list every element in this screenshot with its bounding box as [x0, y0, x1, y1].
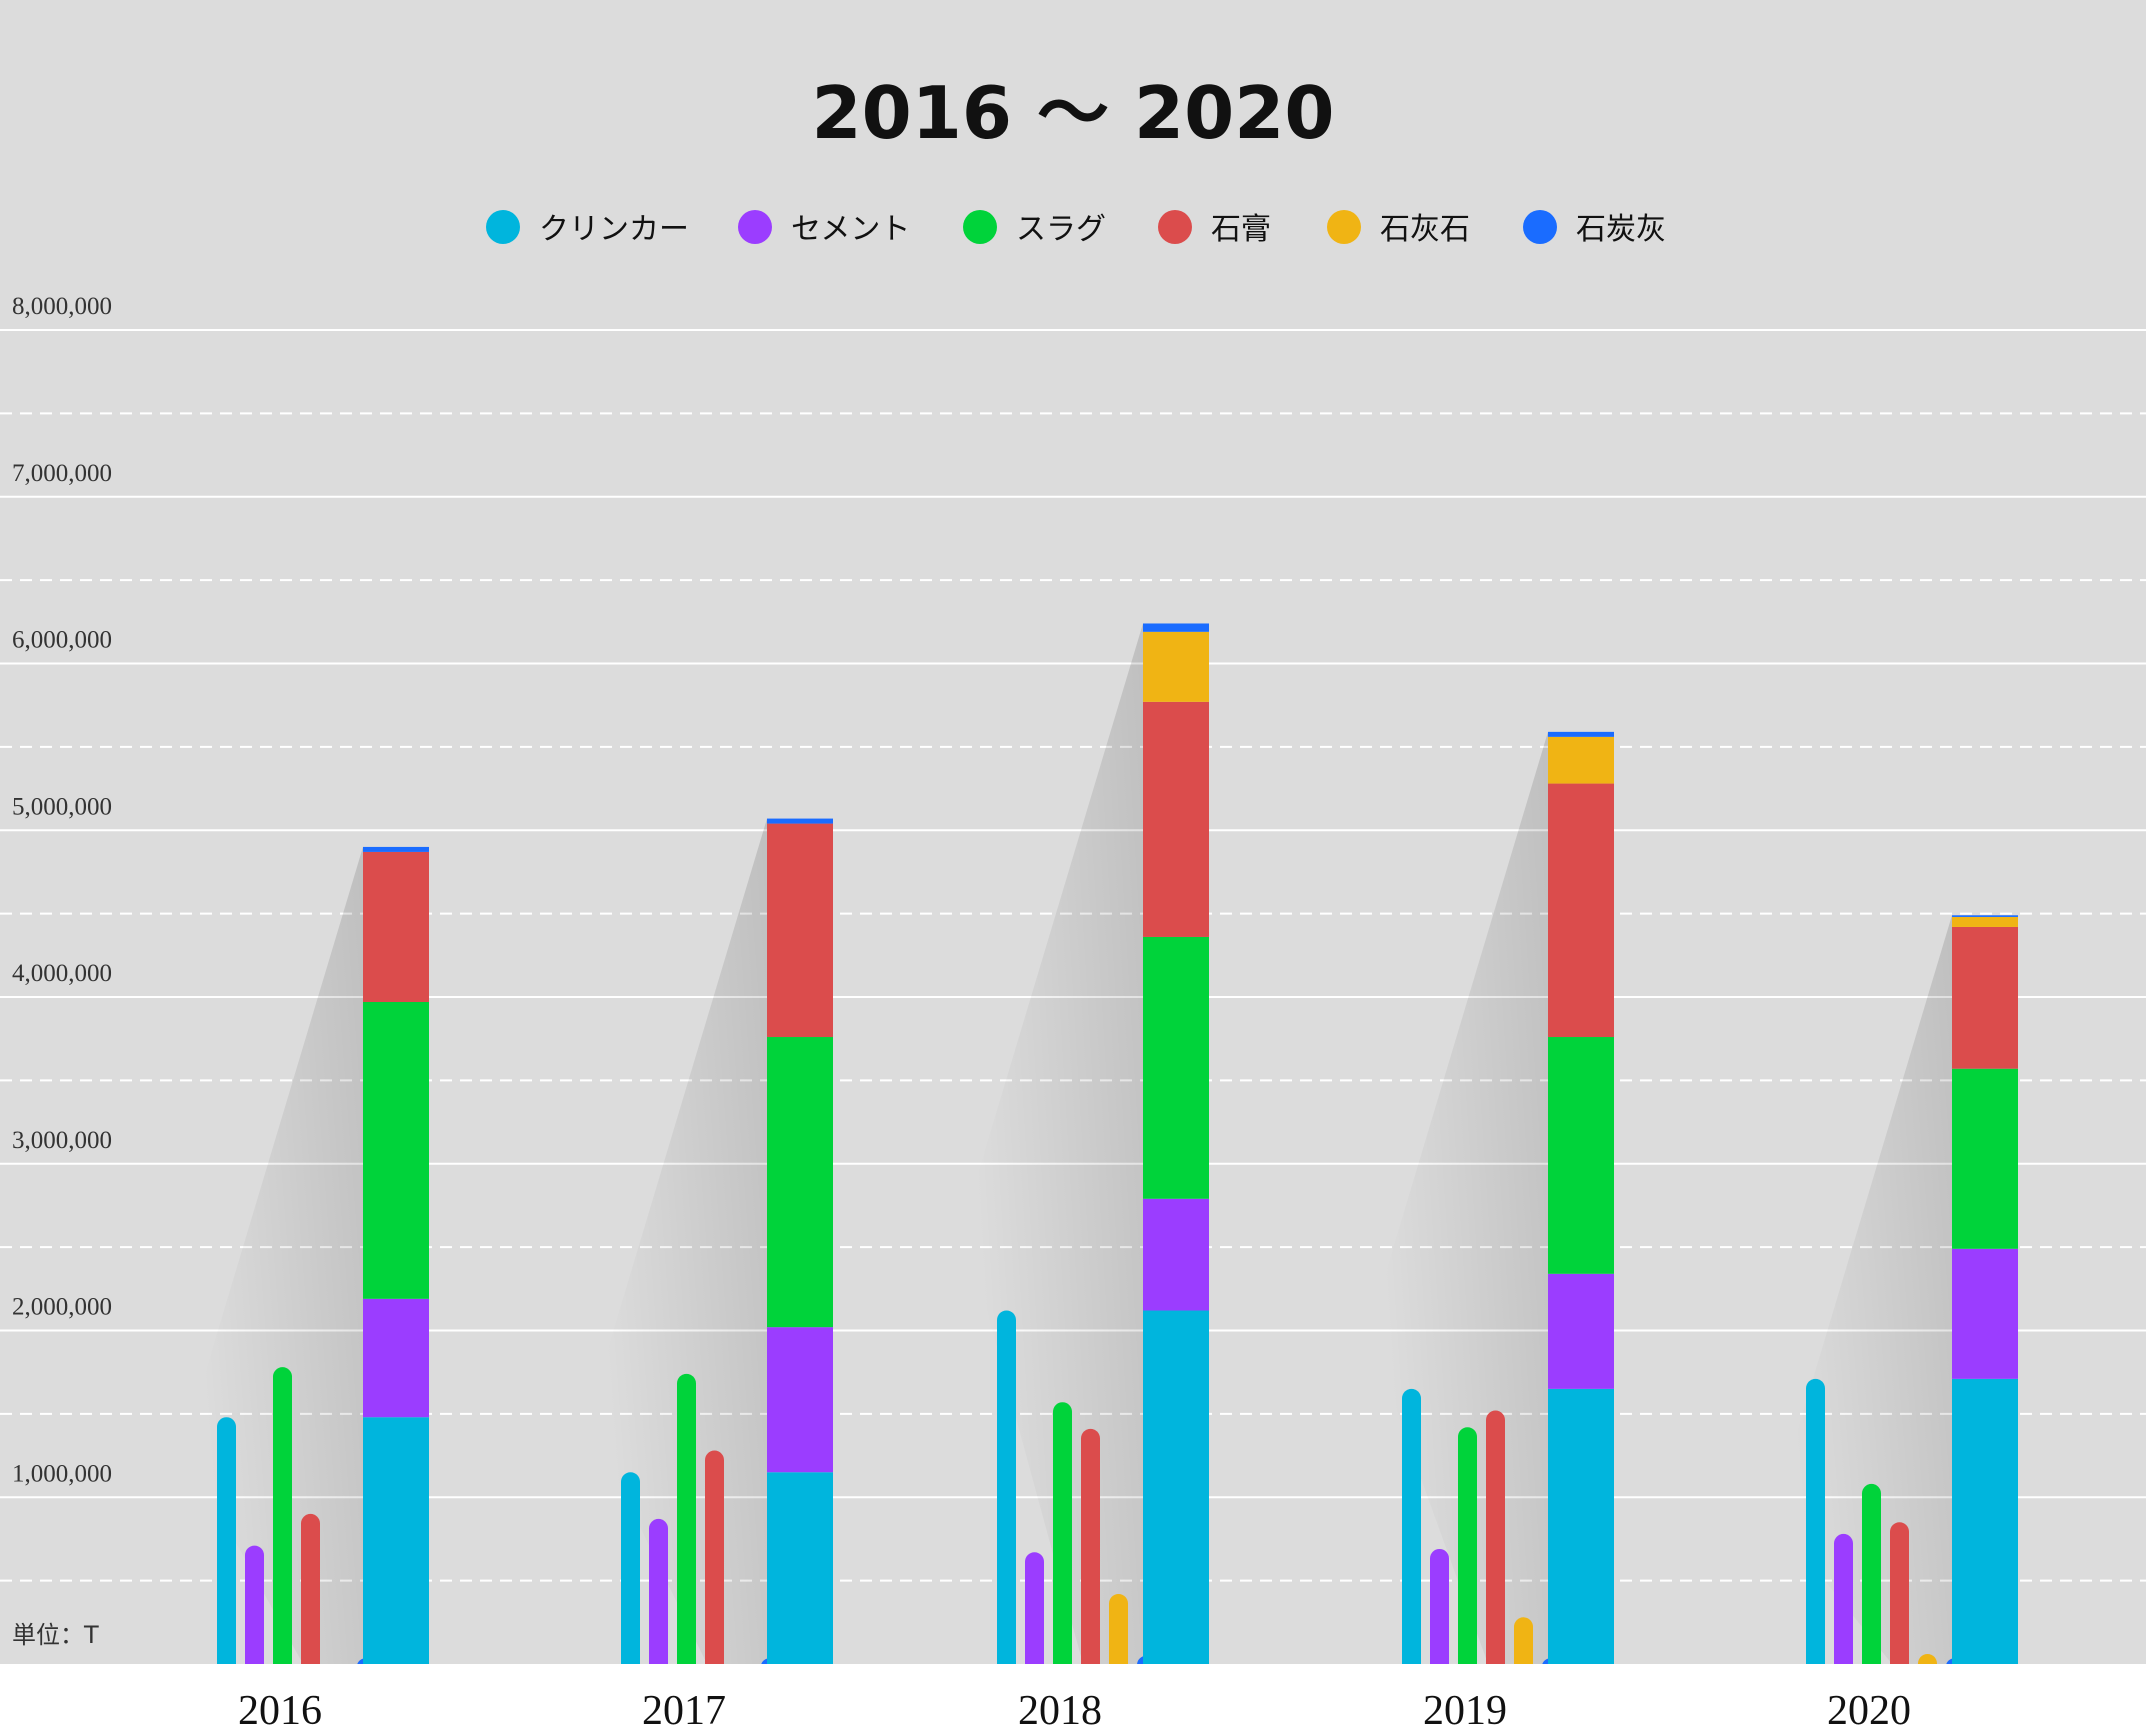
bars	[217, 623, 2018, 1674]
legend-label-クリンカー: クリンカー	[539, 212, 689, 247]
stack-segment-2018-石炭灰	[1143, 623, 1209, 632]
y-tick-label: 5,000,000	[12, 793, 112, 820]
bar-2019-セメント	[1430, 1548, 1449, 1674]
legend-marker-石膏	[1158, 210, 1192, 244]
x-tick-label: 2020	[1827, 1688, 1911, 1734]
bar-2016-石膏	[301, 1513, 320, 1674]
bar-2019-クリンカー	[1402, 1388, 1421, 1674]
bar-2020-石膏	[1890, 1522, 1909, 1674]
y-tick-label: 3,000,000	[12, 1127, 112, 1154]
shadow-2017	[587, 818, 767, 1664]
stack-segment-2016-石炭灰	[363, 846, 429, 852]
y-tick-label: 7,000,000	[12, 460, 112, 487]
stack-segment-2016-石膏	[363, 851, 429, 1003]
bar-2018-石膏	[1081, 1428, 1100, 1674]
bar-2017-スラグ	[677, 1373, 696, 1674]
legend-marker-石炭灰	[1523, 210, 1557, 244]
stack-segment-2016-セメント	[363, 1298, 429, 1418]
stack-segment-2019-セメント	[1548, 1273, 1614, 1389]
stack-segment-2017-石炭灰	[767, 818, 833, 824]
bar-2019-石灰石	[1514, 1617, 1533, 1674]
x-tick-label: 2018	[1018, 1688, 1102, 1734]
bar-2020-スラグ	[1862, 1483, 1881, 1674]
stack-segment-2020-クリンカー	[1952, 1378, 2018, 1664]
bar-2020-クリンカー	[1806, 1378, 1825, 1674]
y-tick-label: 2,000,000	[12, 1294, 112, 1321]
stack-segment-2019-石膏	[1548, 783, 1614, 1038]
stack-segment-2019-石灰石	[1548, 736, 1614, 784]
chart-title: 2016 〜 2020	[812, 71, 1335, 155]
stack-segment-2017-石膏	[767, 823, 833, 1038]
stack-segment-2018-クリンカー	[1143, 1310, 1209, 1664]
stack-segment-2018-セメント	[1143, 1198, 1209, 1311]
stack-segment-2019-クリンカー	[1548, 1388, 1614, 1664]
y-tick-label: 4,000,000	[12, 960, 112, 987]
bar-2017-石膏	[705, 1450, 724, 1674]
stack-segment-2020-石灰石	[1952, 916, 2018, 927]
x-tick-label: 2019	[1423, 1688, 1507, 1734]
stack-segment-2017-クリンカー	[767, 1472, 833, 1664]
stack-segment-2019-スラグ	[1548, 1037, 1614, 1274]
bar-2018-石灰石	[1109, 1593, 1128, 1674]
bar-2019-スラグ	[1458, 1427, 1477, 1674]
shadow-2018	[963, 623, 1143, 1664]
legend-label-セメント: セメント	[791, 212, 910, 247]
bar-2016-セメント	[245, 1545, 264, 1674]
stack-segment-2018-石灰石	[1143, 631, 1209, 702]
legend-label-石膏: 石膏	[1211, 212, 1271, 247]
x-axis-ticks: 2016 2017 2018 2019 2020	[238, 1688, 1911, 1734]
stack-segment-2020-石炭灰	[1952, 915, 2018, 917]
bar-2020-セメント	[1834, 1533, 1853, 1674]
stack-segment-2019-石炭灰	[1548, 731, 1614, 737]
y-tick-label: 8,000,000	[12, 293, 112, 320]
bar-2016-クリンカー	[217, 1417, 236, 1674]
stack-segment-2016-スラグ	[363, 1002, 429, 1299]
bar-2017-セメント	[649, 1518, 668, 1674]
unit-label: 単位：T	[12, 1621, 99, 1649]
legend-marker-セメント	[738, 210, 772, 244]
plot-floor	[0, 1664, 2146, 1736]
y-tick-label: 6,000,000	[12, 627, 112, 654]
x-tick-label: 2017	[642, 1688, 726, 1734]
stack-segment-2018-スラグ	[1143, 936, 1209, 1199]
x-tick-label: 2016	[238, 1688, 322, 1734]
legend: クリンカー セメント スラグ 石膏 石灰石 石炭灰	[486, 210, 1666, 247]
stack-segment-2020-セメント	[1952, 1248, 2018, 1379]
stack-segment-2017-スラグ	[767, 1037, 833, 1328]
bar-2018-クリンカー	[997, 1310, 1016, 1674]
bar-2019-石膏	[1486, 1410, 1505, 1674]
legend-label-石炭灰: 石炭灰	[1576, 212, 1666, 247]
y-axis-ticks: 8,000,000 7,000,000 6,000,000 5,000,000 4,00…	[12, 293, 112, 1487]
bar-2016-スラグ	[273, 1367, 292, 1674]
y-tick-label: 1,000,000	[12, 1460, 112, 1487]
legend-marker-石灰石	[1327, 210, 1361, 244]
bar-2018-スラグ	[1053, 1402, 1072, 1674]
stack-segment-2016-クリンカー	[363, 1417, 429, 1664]
legend-label-石灰石: 石灰石	[1380, 212, 1470, 247]
stack-segment-2017-セメント	[767, 1327, 833, 1473]
stack-segment-2020-石膏	[1952, 926, 2018, 1069]
bar-2017-クリンカー	[621, 1472, 640, 1674]
stack-segment-2018-石膏	[1143, 701, 1209, 937]
bar-2018-セメント	[1025, 1552, 1044, 1674]
legend-marker-クリンカー	[486, 210, 520, 244]
legend-label-スラグ: スラグ	[1016, 212, 1106, 247]
stack-segment-2020-スラグ	[1952, 1068, 2018, 1249]
legend-marker-スラグ	[963, 210, 997, 244]
